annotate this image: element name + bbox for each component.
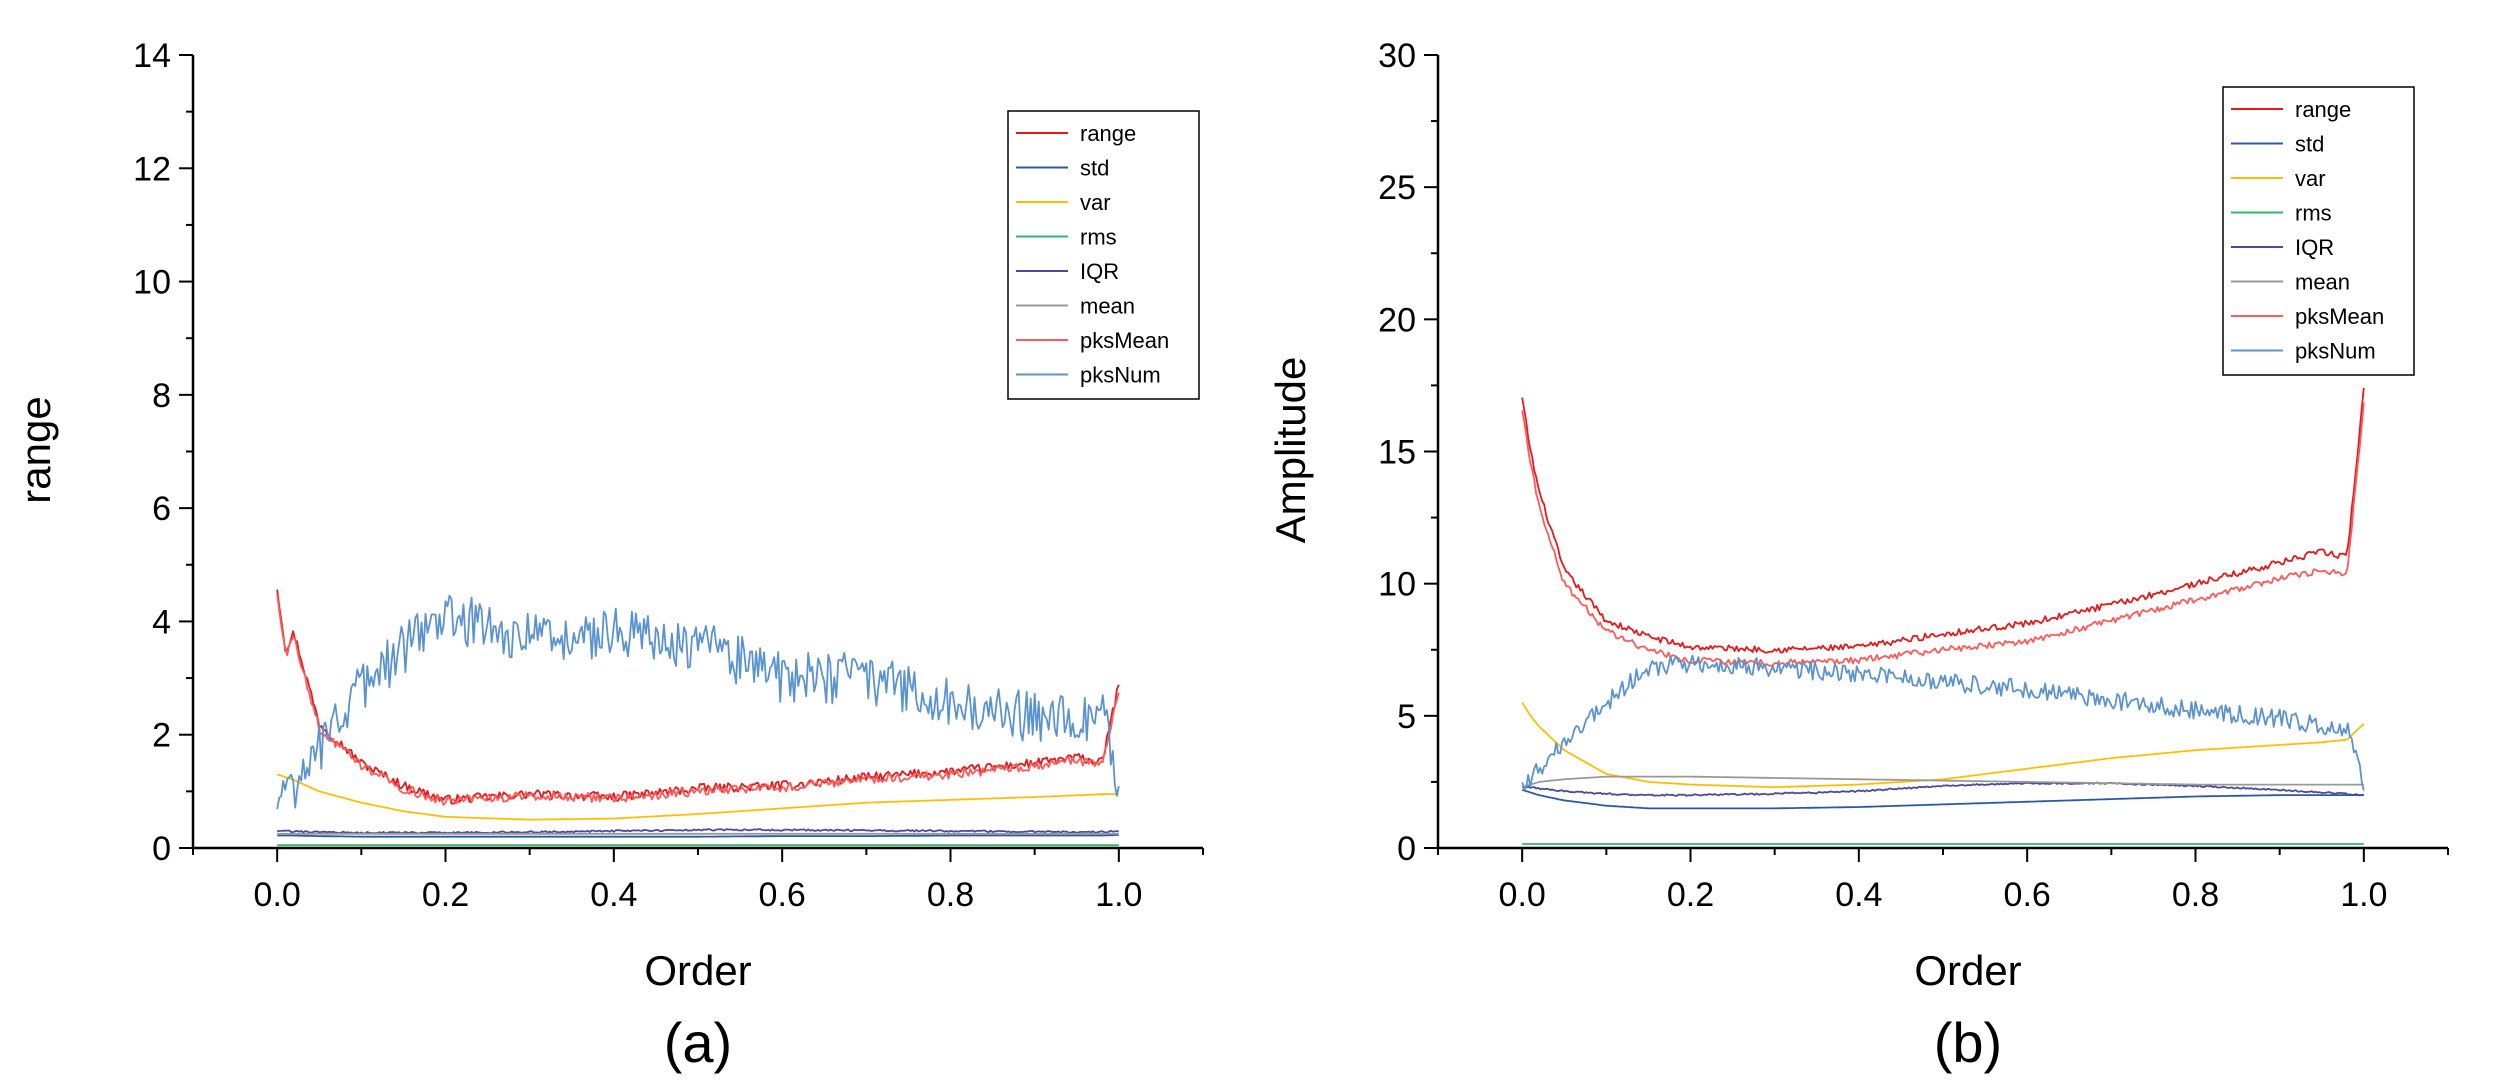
y-axis-label: Amplitude [1267, 357, 1314, 544]
x-tick-label: 1.0 [2340, 876, 2387, 914]
legend-label-rms: rms [2295, 201, 2332, 226]
legend-label-pksnum: pksNum [1080, 363, 1161, 388]
y-tick-label: 30 [1378, 37, 1416, 75]
legend-label-iqr: IQR [2295, 235, 2334, 260]
x-axis-label: Order [644, 947, 751, 994]
y-tick-label: 8 [152, 377, 171, 415]
chart-panel-a: 0 2 4 6 8 10 12 14 0.0 0.2 0.4 0.6 0.8 1.0 range Order (… [12, 37, 1204, 1074]
y-tick-label: 10 [1378, 566, 1416, 604]
series-line-var [1521, 702, 2365, 789]
panel-label: (a) [664, 1011, 732, 1074]
y-tick-label: 10 [133, 264, 171, 302]
x-tick-label: 0.8 [927, 876, 974, 914]
y-tick-label: 5 [1397, 698, 1416, 736]
x-tick-label: 0.2 [422, 876, 469, 914]
y-tick-label: 2 [152, 717, 171, 755]
x-tick-label: 0.8 [2172, 876, 2219, 914]
legend-label-mean: mean [1080, 294, 1135, 319]
y-tick-label: 0 [1397, 830, 1416, 868]
x-tick-label: 0.4 [590, 876, 637, 914]
x-axis-label: Order [1914, 947, 2021, 994]
x-tick-label: 0.6 [2004, 876, 2051, 914]
panel-label: (b) [1934, 1011, 2002, 1074]
series-line-iqr [277, 828, 1119, 835]
series-line-range [276, 589, 1120, 805]
legend-label-pksnum: pksNum [2295, 339, 2376, 364]
legend-label-var: var [1080, 190, 1111, 215]
y-tick-label: 20 [1378, 301, 1416, 339]
x-tick-label: 0.0 [254, 876, 301, 914]
series-line-pksmean [276, 594, 1120, 806]
legend-label-range: range [1080, 121, 1136, 146]
y-tick-label: 6 [152, 490, 171, 528]
x-tick-label: 0.0 [1499, 876, 1546, 914]
y-tick-label: 14 [133, 37, 171, 75]
y-tick-label: 0 [152, 830, 171, 868]
legend-box [1007, 110, 1200, 400]
chart-panel-b: 0 5 10 15 20 25 30 0.0 0.2 0.4 0.6 0.8 1.0 Amplitude O… [1267, 37, 2449, 1074]
legend-label-var: var [2295, 166, 2326, 191]
series-line-iqr [1521, 781, 2364, 797]
y-tick-label: 15 [1378, 434, 1416, 472]
legend-label-mean: mean [2295, 270, 2350, 295]
series-line-range [1521, 387, 2365, 654]
series-line-pksmean [1521, 402, 2365, 667]
series-line-mean [1521, 775, 2364, 789]
series-line-var [276, 773, 1119, 821]
legend-label-iqr: IQR [1080, 259, 1119, 284]
legend-label-std: std [1080, 156, 1109, 181]
legend-label-pksmean: pksMean [2295, 304, 2384, 329]
series-line-std [1521, 788, 2364, 810]
x-tick-label: 0.6 [759, 876, 806, 914]
x-tick-label: 1.0 [1095, 876, 1142, 914]
legend-label-std: std [2295, 132, 2324, 157]
x-tick-label: 0.4 [1835, 876, 1882, 914]
series-line-pksnum [276, 594, 1120, 810]
legend-label-rms: rms [1080, 225, 1117, 250]
series-line-std [277, 834, 1119, 838]
legend-label-pksmean: pksMean [1080, 328, 1169, 353]
y-tick-label: 25 [1378, 169, 1416, 207]
y-tick-label: 12 [133, 150, 171, 188]
legend-box [2222, 86, 2415, 376]
y-axis-label: range [12, 396, 59, 503]
series-line-pksnum [1521, 654, 2365, 791]
x-tick-label: 0.2 [1667, 876, 1714, 914]
y-tick-label: 4 [152, 603, 171, 641]
legend-label-range: range [2295, 97, 2351, 122]
